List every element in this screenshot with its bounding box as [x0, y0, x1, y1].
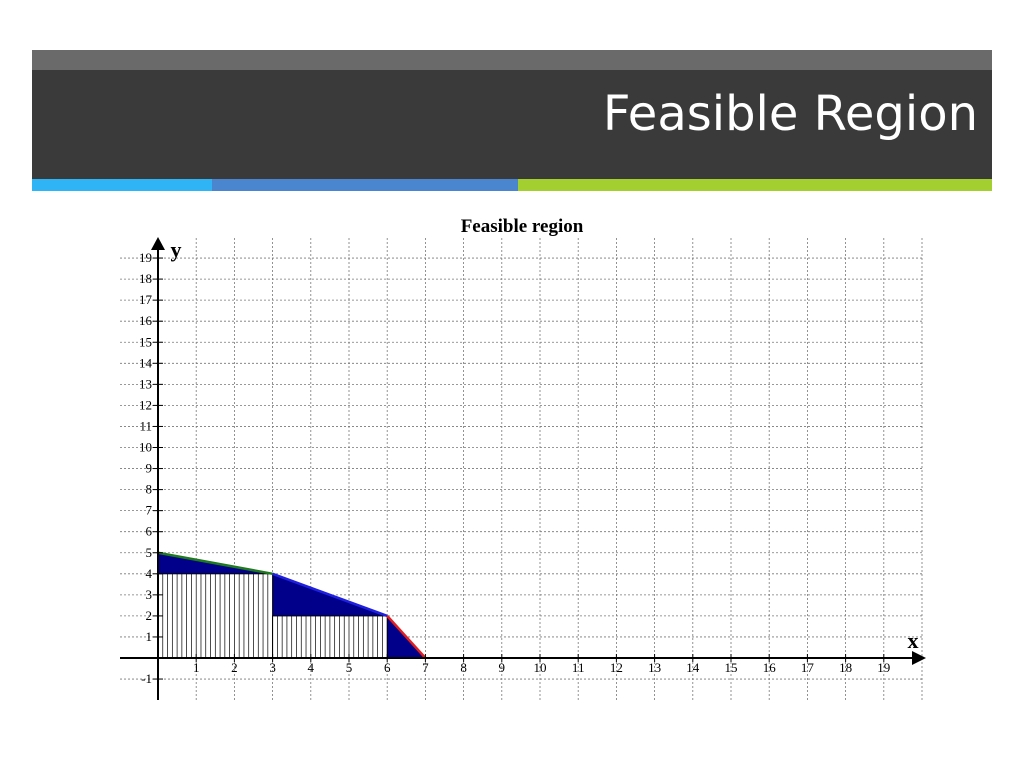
slide-header: Feasible Region	[32, 50, 992, 180]
y-axis-arrow	[151, 237, 165, 250]
y-tick-label: 1	[146, 629, 153, 644]
x-tick-label: 2	[231, 660, 238, 675]
x-tick-label: 5	[346, 660, 353, 675]
y-tick-label: 14	[139, 355, 153, 370]
x-tick-label: 19	[877, 660, 890, 675]
x-axis-label: x	[908, 628, 919, 653]
x-tick-label: 14	[686, 660, 700, 675]
y-tick-label: 19	[139, 250, 152, 265]
accent-bar-light-blue	[32, 179, 212, 191]
x-tick-label: 1	[193, 660, 200, 675]
x-axis-arrow	[912, 651, 926, 665]
x-tick-label: 16	[763, 660, 777, 675]
y-tick-label: 9	[146, 461, 153, 476]
x-tick-label: 11	[572, 660, 585, 675]
accent-bar-blue	[212, 179, 518, 191]
x-tick-label: 12	[610, 660, 623, 675]
y-tick-label: 11	[139, 418, 152, 433]
boundary-edge	[157, 551, 273, 576]
y-tick-label: 5	[146, 545, 153, 560]
x-tick-label: 8	[460, 660, 467, 675]
x-tick-label: 10	[534, 660, 547, 675]
y-tick-label: 10	[139, 440, 152, 455]
y-tick-label: -1	[141, 671, 152, 686]
y-axis-label: y	[171, 237, 182, 262]
x-tick-label: 6	[384, 660, 391, 675]
x-tick-label: 9	[499, 660, 506, 675]
y-tick-label: 16	[139, 313, 153, 328]
y-tick-label: 8	[146, 482, 153, 497]
feasible-region	[157, 551, 427, 659]
x-tick-label: 15	[725, 660, 738, 675]
tick-labels: 1 2 3 4 5 6 7 8 9 10 11 12 13 14 15 16 17 18 19-1123456789…	[139, 250, 890, 686]
y-tick-label: 12	[139, 397, 152, 412]
y-tick-label: 3	[146, 587, 153, 602]
accent-bar-green	[518, 179, 992, 191]
y-tick-label: 6	[146, 524, 153, 539]
boundary-edge	[272, 572, 388, 618]
x-tick-label: 3	[269, 660, 276, 675]
y-tick-label: 7	[146, 503, 153, 518]
boundary-edge	[386, 615, 427, 659]
chart-axes: xy	[120, 237, 926, 700]
x-tick-label: 18	[839, 660, 852, 675]
y-tick-label: 2	[146, 608, 153, 623]
x-tick-label: 17	[801, 660, 815, 675]
y-tick-label: 4	[146, 566, 153, 581]
x-tick-label: 13	[648, 660, 661, 675]
slide-title: Feasible Region	[602, 86, 978, 142]
y-tick-label: 15	[139, 334, 152, 349]
y-tick-label: 17	[139, 292, 153, 307]
y-tick-label: 18	[139, 271, 152, 286]
chart-title: Feasible region	[461, 216, 584, 237]
x-tick-label: 7	[422, 660, 429, 675]
y-tick-label: 13	[139, 376, 152, 391]
x-tick-label: 4	[308, 660, 315, 675]
header-top-band	[32, 50, 992, 70]
